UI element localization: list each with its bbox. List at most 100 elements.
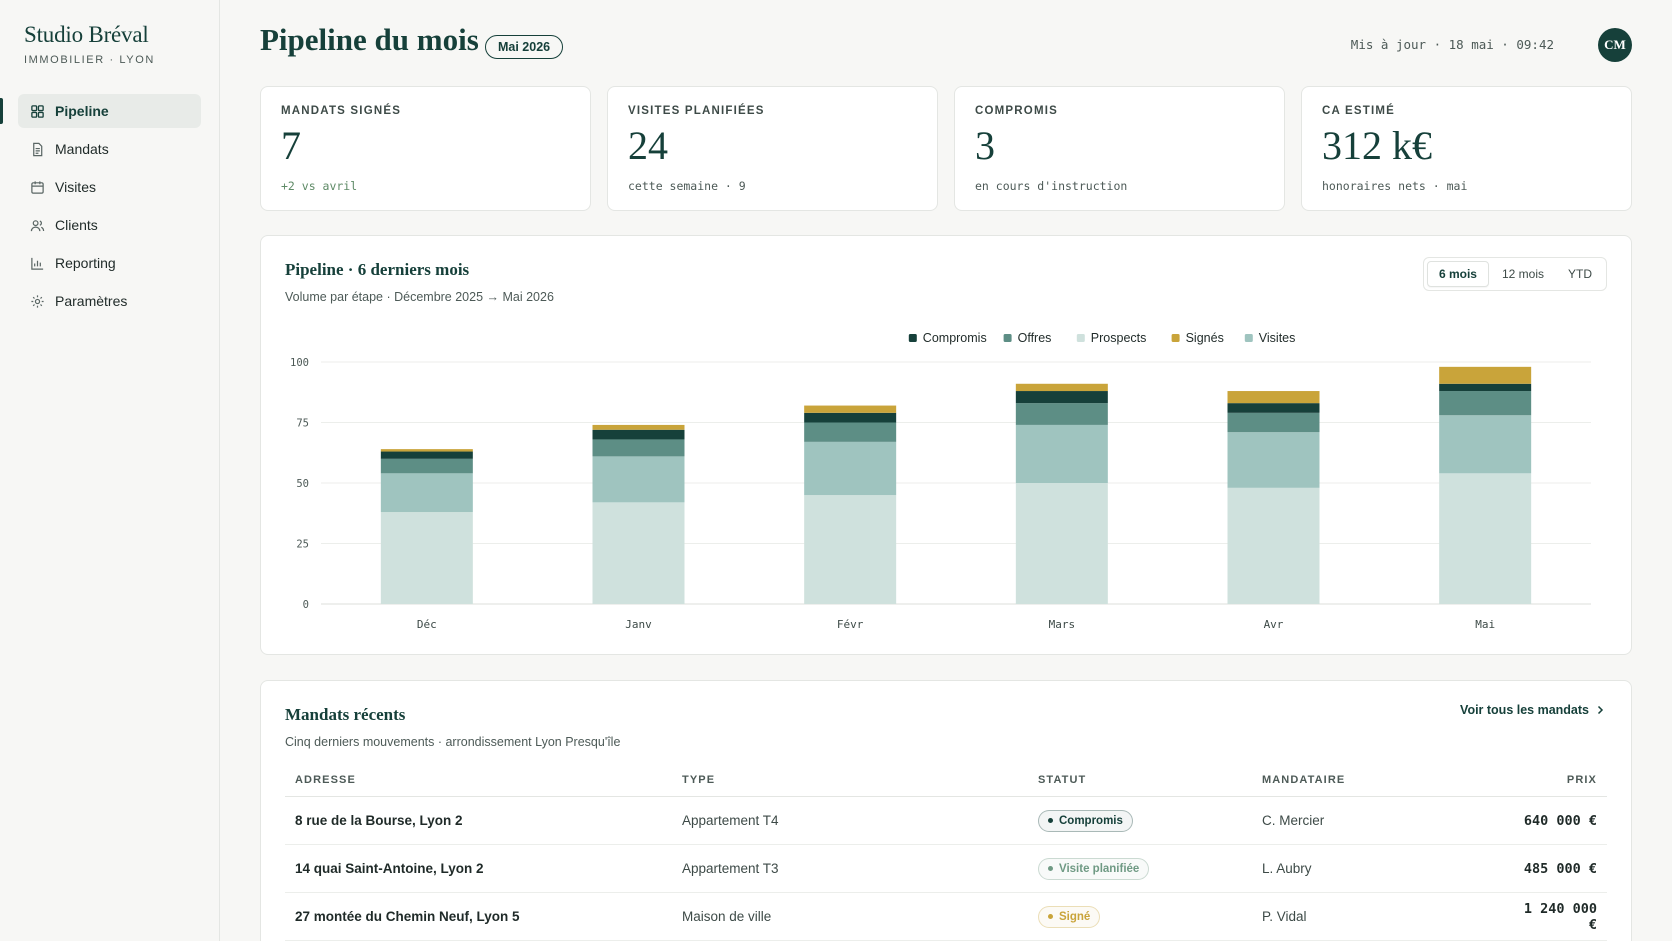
- table-subtitle: Cinq derniers mouvements · arrondissemen…: [285, 735, 621, 749]
- column-header-address[interactable]: ADRESSE: [295, 773, 356, 786]
- kpi-value: 312 k€: [1322, 123, 1432, 168]
- kpi-value: 24: [628, 123, 668, 168]
- table-row[interactable]: 14 quai Saint-Antoine, Lyon 2 Appartemen…: [285, 845, 1607, 893]
- range-ytd[interactable]: YTD: [1568, 267, 1592, 281]
- range-12-months[interactable]: 12 mois: [1501, 267, 1544, 281]
- sidebar-item-label: Paramètres: [55, 293, 128, 309]
- users-icon: [30, 219, 45, 231]
- avatar[interactable]: CM: [1598, 28, 1632, 62]
- pipeline-chart-panel: 0 25 50 75 100 Déc Janv Févr Mars Avr Mai Compromis…: [260, 235, 1632, 655]
- kpi-label: MANDATS SIGNÉS: [281, 105, 402, 117]
- legend-label: Signés: [1186, 331, 1224, 345]
- bar-segment-prospects: [1439, 473, 1532, 604]
- sidebar: Studio Bréval IMMOBILIER · LYON Pipeline…: [0, 0, 220, 941]
- cell-address: 8 rue de la Bourse, Lyon 2: [295, 813, 463, 828]
- kpi-label: VISITES PLANIFIÉES: [628, 105, 765, 117]
- legend-swatch: [1244, 334, 1253, 342]
- table-row[interactable]: 27 montée du Chemin Neuf, Lyon 5 Maison …: [285, 893, 1607, 941]
- bar-segment-prospects: [1227, 487, 1320, 604]
- kpi-row: MANDATS SIGNÉS 7 +2 vs avril VISITES PLA…: [260, 86, 1632, 211]
- bar-segment-prospects: [380, 512, 473, 604]
- bar-segment-prospects: [592, 502, 685, 604]
- bar-segment-compromis: [592, 429, 685, 440]
- legend-label: Offres: [1018, 331, 1052, 345]
- sidebar-item-pipeline[interactable]: Pipeline: [18, 94, 201, 128]
- last-updated: Mis à jour · 18 mai · 09:42: [1350, 37, 1554, 52]
- x-tick-label: Déc: [417, 618, 437, 631]
- bar-segment-signés: [1227, 391, 1320, 404]
- table-title: Mandats récents: [285, 705, 406, 724]
- bar-segment-visites: [1015, 424, 1108, 483]
- bar-segment-visites: [1227, 432, 1320, 488]
- x-tick-label: Avr: [1264, 618, 1284, 631]
- cell-agent: L. Aubry: [1262, 861, 1312, 876]
- cell-status: Signé: [1038, 905, 1262, 928]
- sidebar-item-visites[interactable]: Visites: [18, 170, 201, 204]
- x-tick-label: Janv: [625, 618, 652, 631]
- kpi-caption: honoraires nets · mai: [1322, 179, 1468, 193]
- cell-address: 27 montée du Chemin Neuf, Lyon 5: [295, 909, 520, 924]
- bar-segment-offres: [1439, 391, 1532, 416]
- sidebar-item-reporting[interactable]: Reporting: [18, 246, 201, 280]
- cell-agent: C. Mercier: [1262, 813, 1325, 828]
- column-header-price[interactable]: PRIX: [1566, 773, 1597, 786]
- range-6-months[interactable]: 6 mois: [1426, 261, 1489, 287]
- sidebar-item-label: Pipeline: [55, 103, 109, 119]
- sidebar-item-parametres[interactable]: Paramètres: [18, 284, 201, 318]
- kpi-value: 3: [975, 123, 995, 168]
- legend-swatch: [1171, 334, 1180, 342]
- gear-icon: [31, 294, 44, 308]
- legend-label: Visites: [1259, 331, 1296, 345]
- bar-segment-compromis: [1015, 391, 1108, 404]
- status-dot: [1048, 866, 1053, 871]
- bar-segment-visites: [380, 473, 473, 513]
- sidebar-item-mandats[interactable]: Mandats: [18, 132, 201, 166]
- bar-segment-compromis: [1227, 403, 1320, 413]
- cell-price: 1 240 000 €: [1523, 900, 1597, 933]
- y-tick-label: 50: [296, 478, 309, 490]
- bar-segment-prospects: [804, 495, 897, 604]
- kpi-caption: cette semaine · 9: [628, 179, 746, 193]
- x-tick-label: Mars: [1049, 618, 1076, 631]
- legend-swatch: [1003, 334, 1012, 342]
- page-title: Pipeline du mois: [260, 22, 479, 57]
- column-header-agent[interactable]: MANDATAIRE: [1262, 773, 1346, 786]
- status-label: Visite planifiée: [1059, 862, 1140, 875]
- kpi-label: COMPROMIS: [975, 105, 1058, 117]
- kpi-card-compromis: COMPROMIS 3 en cours d'instruction: [954, 86, 1285, 211]
- x-tick-label: Mai: [1475, 618, 1495, 631]
- bar-segment-compromis: [804, 412, 897, 423]
- bar-segment-visites: [1439, 415, 1532, 474]
- pipeline-chart: 0 25 50 75 100 Déc Janv Févr Mars Avr Mai Compromis…: [290, 331, 1591, 631]
- bar-segment-visites: [804, 441, 897, 496]
- range-selector: 6 mois 12 mois YTD: [1422, 257, 1607, 291]
- kpi-card-mandats: MANDATS SIGNÉS 7 +2 vs avril: [260, 86, 591, 211]
- kpi-card-visites: VISITES PLANIFIÉES 24 cette semaine · 9: [607, 86, 938, 211]
- column-header-type[interactable]: TYPE: [682, 773, 716, 786]
- table-row[interactable]: 8 rue de la Bourse, Lyon 2 Appartement T…: [285, 797, 1607, 845]
- y-tick-label: 75: [296, 418, 309, 430]
- legend-label: Prospects: [1091, 331, 1147, 345]
- column-header-status[interactable]: STATUT: [1038, 773, 1087, 786]
- bar-segment-signés: [1439, 366, 1532, 384]
- mandates-table: ADRESSE TYPE STATUT MANDATAIRE PRIX 8 ru…: [285, 763, 1607, 941]
- legend-swatch: [908, 334, 917, 342]
- cell-price: 640 000 €: [1523, 812, 1597, 829]
- active-nav-indicator: [0, 98, 3, 124]
- status-dot: [1048, 914, 1053, 919]
- kpi-delta: +2 vs avril: [281, 179, 358, 193]
- status-badge: Compromis: [1038, 809, 1133, 832]
- sidebar-item-clients[interactable]: Clients: [18, 208, 201, 242]
- bar-segment-offres: [380, 458, 473, 474]
- month-badge[interactable]: Mai 2026: [485, 35, 564, 59]
- bar-segment-signés: [804, 405, 897, 413]
- cell-address: 14 quai Saint-Antoine, Lyon 2: [295, 861, 484, 876]
- bar-segment-signés: [380, 449, 473, 452]
- chart-title: Pipeline · 6 derniers mois: [285, 260, 470, 279]
- cell-type: Appartement T3: [682, 861, 779, 876]
- status-dot: [1048, 818, 1053, 823]
- brand-subtitle: IMMOBILIER · LYON: [24, 54, 155, 66]
- cell-price: 485 000 €: [1523, 860, 1597, 877]
- x-tick-label: Févr: [837, 618, 864, 631]
- view-all-mandates-link[interactable]: Voir tous les mandats: [1460, 703, 1605, 717]
